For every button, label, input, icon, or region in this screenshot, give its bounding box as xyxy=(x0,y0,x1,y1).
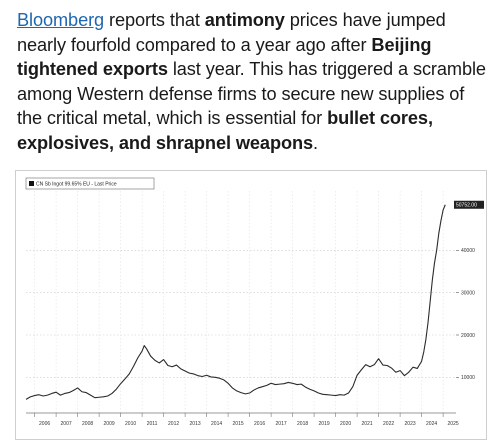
x-tick-label: 2009 xyxy=(104,421,115,427)
x-tick-label: 2010 xyxy=(125,421,136,427)
axis-layer: 10000 20000 30000 40000 2006 2007 2008 2009 2010… xyxy=(26,248,475,427)
x-tick-label: 2007 xyxy=(61,421,72,427)
legend-label: CN Sb Ingot 99.65% EU - Last Price xyxy=(36,182,117,188)
legend-swatch xyxy=(29,181,34,186)
bloomberg-link[interactable]: Bloomberg xyxy=(17,10,105,30)
post-bold-weapons: bullet cores, explosives, and shrapnel w… xyxy=(17,108,433,153)
x-tick-label: 2011 xyxy=(147,421,158,427)
x-tick-label: 2025 xyxy=(448,421,459,427)
x-tick-label: 2018 xyxy=(297,421,308,427)
series-line xyxy=(25,204,446,400)
x-tick-label: 2012 xyxy=(168,421,179,427)
chart-legend: CN Sb Ingot 99.65% EU - Last Price xyxy=(25,177,155,190)
x-tick-label: 2022 xyxy=(383,421,394,427)
last-price-label: 50752.00 xyxy=(456,203,477,209)
x-tick-label: 2017 xyxy=(276,421,287,427)
x-tick-label: 2015 xyxy=(233,421,244,427)
post-bold-beijing: Beijing tightened exports xyxy=(17,34,432,80)
post-bold-antimony: antimony xyxy=(204,10,285,30)
y-tick-label: 30000 xyxy=(461,290,475,296)
antimony-price-chart: CN Sb Ingot 99.65% EU - Last Price 10000… xyxy=(25,177,484,427)
post-text-4: . xyxy=(313,132,318,153)
x-tick-label: 2016 xyxy=(254,421,265,427)
x-tick-label: 2013 xyxy=(190,421,201,427)
x-tick-label: 2006 xyxy=(39,421,50,427)
x-tick-label: 2021 xyxy=(362,421,373,427)
x-tick-label: 2023 xyxy=(405,421,416,427)
post-text-3: last year. This has triggered a scramble… xyxy=(17,59,486,128)
legend-box xyxy=(25,177,155,190)
x-tick-label: 2020 xyxy=(340,421,351,427)
y-tick-label: 10000 xyxy=(461,375,475,381)
x-tick-label: 2024 xyxy=(426,421,437,427)
y-tick-label: 40000 xyxy=(461,248,475,254)
post-text-2: prices have jumped nearly fourfold compa… xyxy=(17,10,446,55)
y-tick-label: 20000 xyxy=(461,333,475,339)
x-tick-label: 2019 xyxy=(319,421,330,427)
post-text: Bloomberg reports that antimony prices h… xyxy=(17,8,493,155)
x-tick-label: 2014 xyxy=(211,421,222,427)
chart-frame: CN Sb Ingot 99.65% EU - Last Price 10000… xyxy=(15,170,487,440)
last-price-tag: 50752.00 xyxy=(454,200,484,209)
x-tick-label: 2008 xyxy=(82,421,93,427)
last-price-tag-bg xyxy=(454,200,484,209)
post-text-1: reports that xyxy=(104,10,205,30)
grid-layer xyxy=(26,191,456,413)
